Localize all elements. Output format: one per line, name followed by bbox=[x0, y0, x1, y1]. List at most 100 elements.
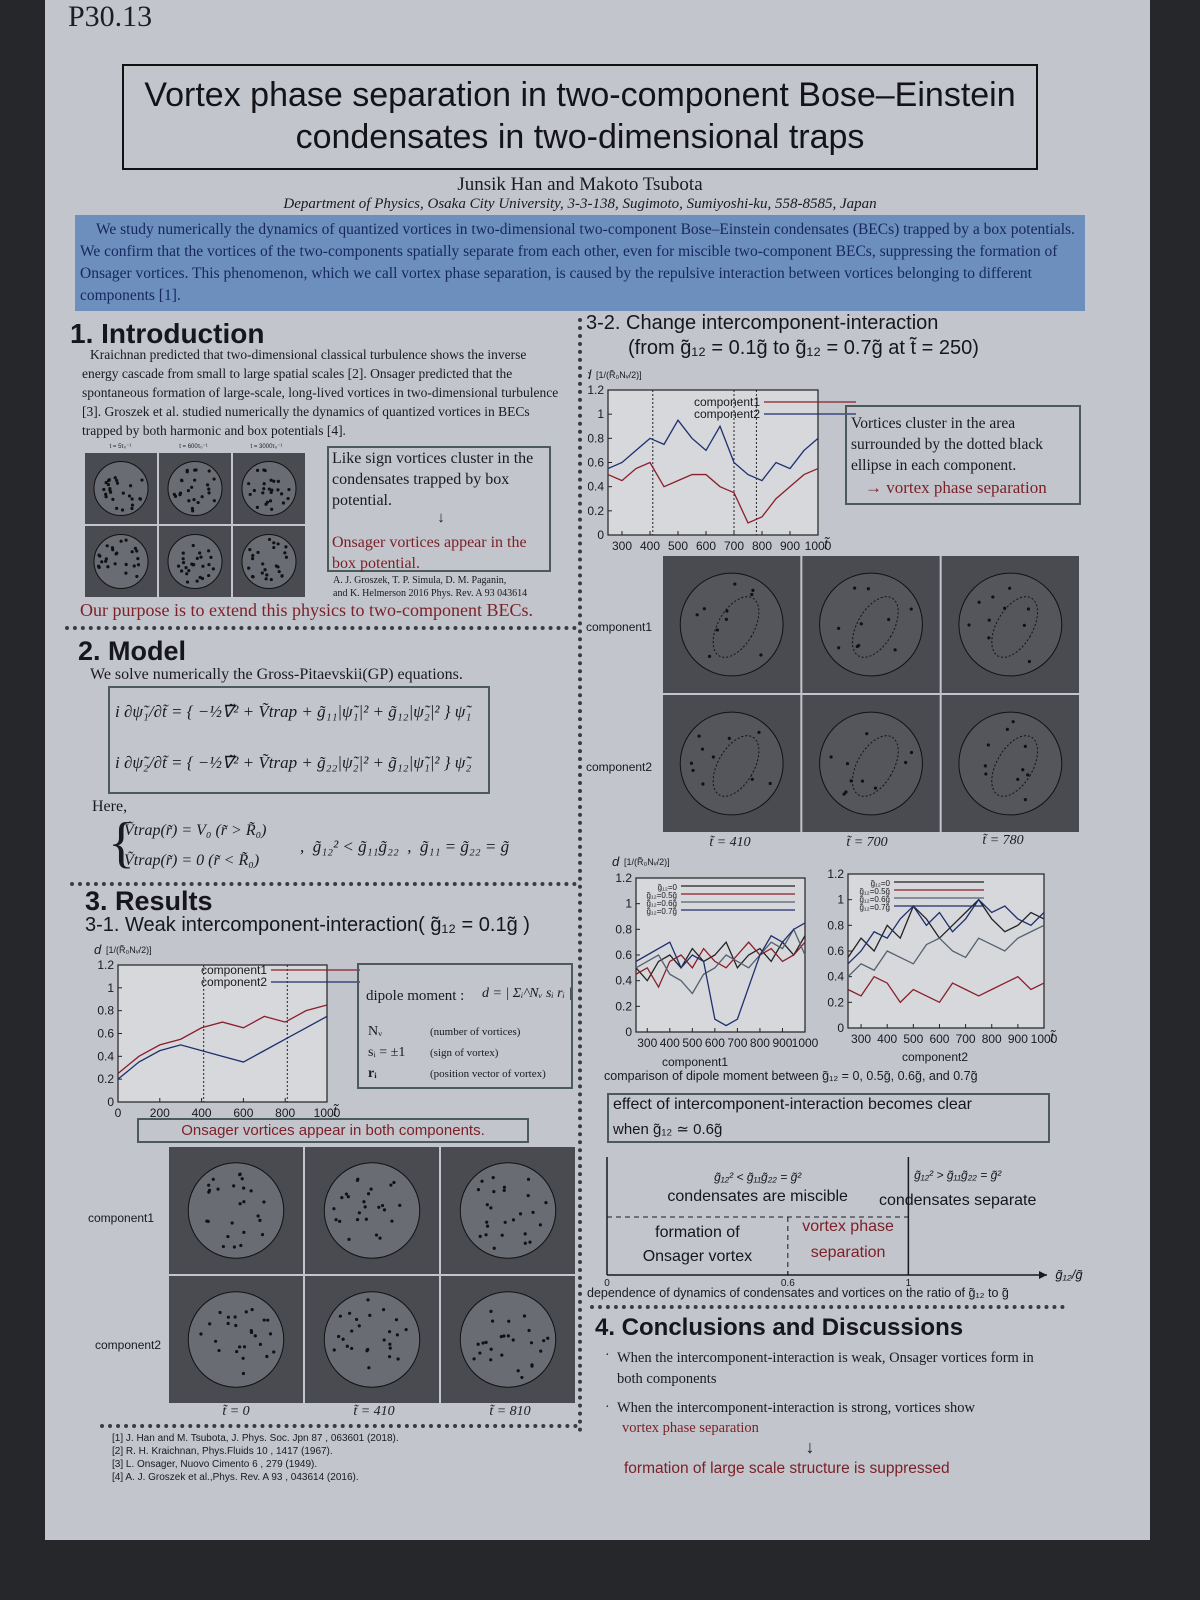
vortex-dot bbox=[270, 507, 274, 511]
vortex-dot bbox=[490, 1319, 495, 1323]
definition-text: (number of vortices) bbox=[430, 1026, 521, 1038]
vortex-dot bbox=[522, 1314, 527, 1318]
vortex-dot bbox=[394, 1318, 399, 1322]
vortex-dot bbox=[233, 1315, 237, 1319]
vortex-dot bbox=[181, 551, 185, 555]
vortex-dot bbox=[727, 736, 731, 740]
condensate bbox=[167, 460, 223, 517]
vortex-dot bbox=[265, 500, 270, 504]
x-tick-label: 500 bbox=[668, 539, 688, 553]
vortex-dot bbox=[873, 786, 878, 790]
vortex-dot bbox=[276, 479, 280, 483]
image-time: t = 3000τ₀⁻¹ bbox=[250, 444, 283, 450]
vortex-dot bbox=[185, 572, 189, 576]
vortex-dot bbox=[253, 1334, 257, 1338]
section-divider bbox=[65, 626, 577, 630]
vortex-dot bbox=[539, 1349, 543, 1353]
vortex-dot bbox=[1008, 586, 1012, 590]
y-tick-label: 1 bbox=[837, 893, 844, 907]
vortex-dot bbox=[860, 779, 865, 783]
vortex-dot bbox=[355, 1218, 360, 1222]
section-divider bbox=[100, 1424, 578, 1428]
x-tick-label: 0 bbox=[115, 1106, 122, 1120]
vortex-dot bbox=[262, 482, 266, 486]
vortex-dot bbox=[140, 478, 144, 482]
vortex-dot bbox=[199, 1332, 203, 1336]
legend-label: g̃₁₂=0.7g̃ bbox=[646, 907, 677, 916]
vortex-dot bbox=[378, 1236, 382, 1240]
diagram-text: condensates are miscible bbox=[667, 1188, 848, 1205]
vortex-dot bbox=[221, 1244, 226, 1249]
vortex-dot bbox=[269, 577, 273, 582]
comparison-chart: 0 0.2 0.4 0.6 0.8 1 1.2 300 400 500 600 700 800 900 10… bbox=[612, 854, 819, 1050]
diagram-text: Onsager vortex bbox=[643, 1248, 752, 1265]
vortex-dot bbox=[526, 1177, 531, 1181]
y-tick-label: 0.4 bbox=[588, 480, 604, 494]
vortex-dot bbox=[984, 772, 988, 776]
vortex-dot bbox=[239, 1243, 243, 1248]
vortex-dot bbox=[340, 1196, 344, 1200]
vortex-dot bbox=[1027, 659, 1031, 664]
vortex-dot bbox=[759, 653, 763, 657]
vortex-dot bbox=[127, 494, 132, 498]
vortex-dot bbox=[207, 487, 211, 491]
vortex-dot bbox=[274, 564, 278, 568]
y-tick-label: 1.2 bbox=[615, 871, 632, 885]
vortex-dot bbox=[484, 1340, 488, 1344]
y-axis-label: d bbox=[612, 854, 620, 869]
legend-label: g̃₁₂=0.5g̃ bbox=[859, 887, 890, 896]
vortex-dot bbox=[190, 506, 195, 511]
bullet: · bbox=[605, 1348, 610, 1363]
x-tick-label: 600 bbox=[705, 1036, 725, 1050]
dipole-label: dipole moment : bbox=[366, 988, 465, 1004]
vortex-dot bbox=[366, 1347, 370, 1352]
x-tick-label: 400 bbox=[192, 1106, 212, 1120]
condensate bbox=[819, 572, 923, 677]
diagram-text: formation of bbox=[655, 1224, 740, 1241]
vortex-dot bbox=[102, 487, 106, 492]
time-label: t̃ = 810 bbox=[489, 1404, 531, 1419]
vortex-dot bbox=[489, 1309, 493, 1313]
vortex-dot bbox=[200, 495, 204, 499]
vortex-dot bbox=[518, 1212, 523, 1216]
diagram-text: condensates separate bbox=[879, 1192, 1037, 1209]
vortex-dot bbox=[354, 1317, 359, 1322]
vortex-dot bbox=[206, 1219, 210, 1223]
affiliation: Department of Physics, Osaka City Univer… bbox=[283, 196, 877, 212]
vortex-dot bbox=[476, 1342, 480, 1346]
vortex-dot bbox=[695, 613, 699, 617]
equation-box bbox=[108, 686, 490, 794]
vortex-dot bbox=[119, 539, 123, 543]
vortex-dot bbox=[364, 1217, 368, 1221]
reference: [2] R. H. Kraichnan, Phys.Fluids 10 , 14… bbox=[112, 1446, 333, 1457]
vortex-dot bbox=[485, 1220, 489, 1224]
y-tick-label: 0.8 bbox=[97, 1004, 114, 1018]
column-divider bbox=[578, 318, 582, 1433]
vortex-dot bbox=[187, 569, 191, 573]
vortex-dot bbox=[115, 506, 119, 510]
vortex-dot bbox=[967, 623, 971, 627]
x-tick-label: 200 bbox=[150, 1106, 170, 1120]
vortex-dot bbox=[198, 575, 202, 579]
series-line bbox=[607, 419, 819, 482]
vortex-dot bbox=[284, 555, 289, 559]
y-tick-label: 0.2 bbox=[827, 995, 844, 1009]
chart-title: component1 bbox=[661, 1055, 729, 1069]
vortex-dot bbox=[205, 483, 210, 487]
bullet: · bbox=[605, 1400, 610, 1415]
equation: i ∂ψ̃₂/∂t̃ = { −½∇̃² + Ṽtrap + g̃₂₂|ψ̃₂|… bbox=[115, 753, 472, 772]
series-line bbox=[635, 927, 806, 995]
vortex-dot bbox=[523, 1232, 527, 1236]
x-tick-label: 900 bbox=[1008, 1032, 1028, 1046]
vortex-dot bbox=[279, 492, 284, 496]
sub-heading: 3-1. Weak intercomponent-interaction( g̃… bbox=[85, 914, 530, 936]
legend-label: g̃₁₂=0 bbox=[870, 879, 890, 888]
abstract: We study numerically the dynamics of qua… bbox=[80, 221, 1075, 304]
y-axis-label: d bbox=[94, 942, 102, 957]
vortex-dot bbox=[381, 1308, 386, 1312]
series-line bbox=[635, 935, 806, 982]
vortex-dot bbox=[281, 501, 286, 505]
vortex-dot bbox=[276, 542, 280, 546]
x-tick-label: 800 bbox=[750, 1036, 770, 1050]
vortex-dot bbox=[750, 592, 754, 597]
